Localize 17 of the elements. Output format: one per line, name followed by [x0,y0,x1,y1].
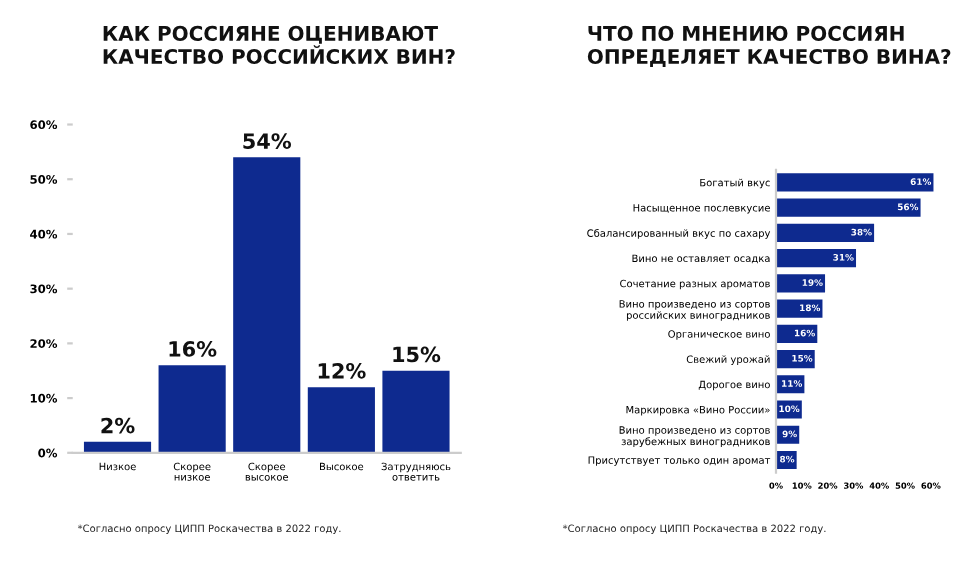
data-label: 2% [101,417,135,434]
bar [158,365,226,453]
data-label: 15% [393,346,441,363]
bar [776,274,826,293]
chart-title: КАК РОССИЯНЕ ОЦЕНИВАЮТ КАЧЕСТВО РОССИЙСКИХ ВИН? [103,25,455,65]
bar [233,157,301,453]
bar [776,249,857,268]
data-label: 16% [169,341,217,357]
bar [776,173,934,192]
bar [382,370,450,453]
data-label: 12% [318,362,366,379]
chart-title: ЧТО ПО МНЕНИЮ РОССИЯН ОПРЕДЕЛЯЕТ КАЧЕСТВО ВИНА? [587,25,951,67]
bar [776,223,875,242]
bar [776,198,921,217]
bar [83,441,152,453]
data-label: 54% [243,133,292,149]
bar [307,387,375,453]
